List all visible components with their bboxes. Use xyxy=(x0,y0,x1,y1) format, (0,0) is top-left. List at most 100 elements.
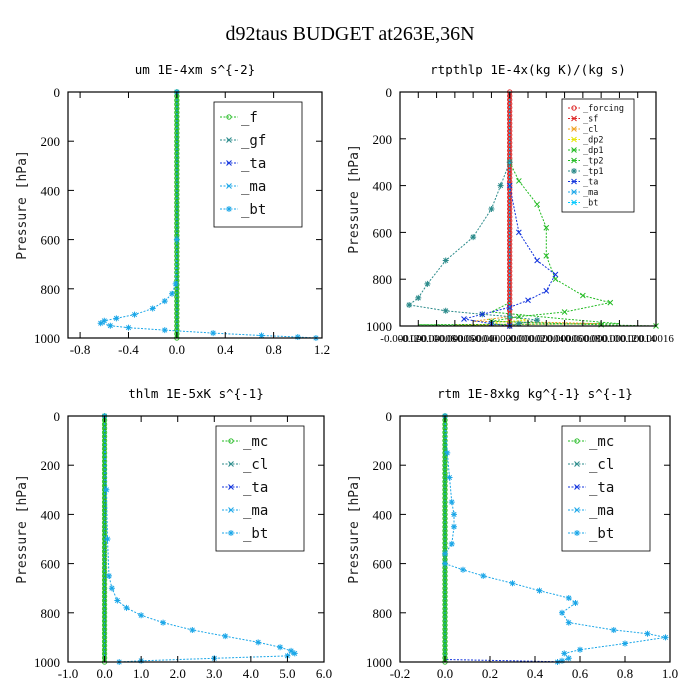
data-point xyxy=(442,257,449,264)
data-point xyxy=(622,640,628,647)
x-tick-label: -0.00010 xyxy=(399,333,439,345)
data-point xyxy=(507,167,513,173)
y-tick-label: 600 xyxy=(41,233,61,248)
legend-label: _bt xyxy=(589,526,614,542)
legend-marker xyxy=(574,530,580,536)
data-point xyxy=(470,234,477,241)
x-tick-label: 0.2 xyxy=(482,666,498,681)
data-point xyxy=(448,499,455,506)
x-tick-label: 0.0 xyxy=(96,666,112,681)
data-point xyxy=(543,252,550,259)
data-point xyxy=(101,317,108,324)
legend-label: _f xyxy=(241,110,258,126)
data-point xyxy=(572,599,579,606)
x-tick-label: 4.0 xyxy=(243,666,259,681)
panel-title: rtm 1E-8xkg kg^{-1} s^{-1} xyxy=(437,386,633,401)
y-tick-label: 800 xyxy=(373,272,393,287)
data-point xyxy=(565,655,572,662)
data-point xyxy=(277,644,284,651)
data-point xyxy=(497,182,504,189)
data-point xyxy=(125,324,132,331)
legend-marker xyxy=(228,507,234,513)
x-tick-label: 0.00010 xyxy=(583,333,619,345)
legend-marker xyxy=(571,136,577,143)
x-tick-label: 2.0 xyxy=(170,666,186,681)
data-point xyxy=(424,280,431,287)
y-tick-label: 0 xyxy=(386,85,393,100)
data-point xyxy=(509,580,516,587)
y-tick-label: 600 xyxy=(373,225,393,240)
x-tick-label: 0.00002 xyxy=(510,333,546,345)
data-point xyxy=(113,315,120,322)
data-point xyxy=(448,540,455,547)
x-tick-label: 0.4 xyxy=(217,342,234,357)
data-point xyxy=(580,292,586,299)
data-point xyxy=(284,652,291,659)
y-tick-label: 400 xyxy=(373,507,393,522)
y-tick-label: 800 xyxy=(41,282,61,297)
panel-rtpthlp: rtpthlp 1E-4x(kg K)/(kg s) Pressure [hPa]… xyxy=(347,62,674,345)
y-tick-label: 200 xyxy=(373,132,393,147)
y-tick-label: 0 xyxy=(386,409,393,424)
data-point xyxy=(161,298,168,305)
legend-label: _forcing xyxy=(583,104,624,114)
data-point xyxy=(552,276,559,283)
data-point xyxy=(160,619,167,626)
data-point xyxy=(222,633,229,640)
legend-label: _ma xyxy=(243,503,268,519)
legend-marker xyxy=(226,137,232,143)
x-tick-label: 0.00016 xyxy=(638,333,674,345)
legend-marker xyxy=(574,507,580,513)
data-point xyxy=(525,297,531,304)
x-tick-label: 0.00008 xyxy=(565,333,601,345)
x-tick-label: 0.00014 xyxy=(620,333,656,345)
data-point xyxy=(479,311,486,318)
data-point xyxy=(610,627,617,634)
y-tick-label: 800 xyxy=(373,606,393,621)
panels-group: um 1E-4xm s^{-2} Pressure [hPa] 0 200 400 600… xyxy=(15,62,678,681)
x-tick-label: -0.00012 xyxy=(380,333,419,345)
data-point xyxy=(442,560,448,567)
legend-marker xyxy=(571,157,577,164)
data-point xyxy=(561,650,568,657)
data-point xyxy=(534,201,540,208)
data-point xyxy=(534,257,540,264)
legend-marker xyxy=(228,438,234,444)
y-tick-label: 400 xyxy=(41,507,61,522)
x-tick-label: -0.00004 xyxy=(453,333,493,345)
data-point xyxy=(565,595,572,602)
y-axis-label: Pressure [hPa] xyxy=(15,150,30,260)
y-tick-label: 400 xyxy=(41,183,61,198)
series-line-bt xyxy=(444,415,666,663)
data-point xyxy=(507,268,513,275)
data-point xyxy=(444,449,451,456)
x-tick-label: 6.0 xyxy=(316,666,332,681)
y-tick-label: 800 xyxy=(41,606,61,621)
data-point xyxy=(105,572,112,579)
data-point xyxy=(480,572,487,579)
y-tick-label: 400 xyxy=(373,179,393,194)
data-point xyxy=(516,313,522,320)
legend-label: _ta xyxy=(241,156,266,172)
data-point xyxy=(107,322,114,329)
legend-marker xyxy=(228,484,234,490)
legend: _f _gf _ta _ma _bt xyxy=(213,101,303,228)
series-markers-bt xyxy=(442,413,669,665)
x-tick-label: 0.8 xyxy=(617,666,633,681)
data-point xyxy=(97,320,104,327)
x-tick-label: 0.00012 xyxy=(602,333,638,345)
data-point xyxy=(460,566,466,573)
data-point xyxy=(291,650,298,657)
legend-marker xyxy=(228,461,234,467)
legend-marker xyxy=(226,206,232,212)
series-group xyxy=(406,89,659,329)
x-tick-label: -0.00008 xyxy=(417,333,457,345)
legend-marker xyxy=(571,147,577,153)
x-tick-label: 0.00004 xyxy=(528,333,564,345)
legend-label: _dp2 xyxy=(583,136,603,146)
data-point xyxy=(543,224,550,231)
legend-marker xyxy=(571,199,577,206)
legend-label: _tp1 xyxy=(583,167,603,177)
data-point xyxy=(114,597,121,604)
y-axis-label: Pressure [hPa] xyxy=(15,474,30,584)
